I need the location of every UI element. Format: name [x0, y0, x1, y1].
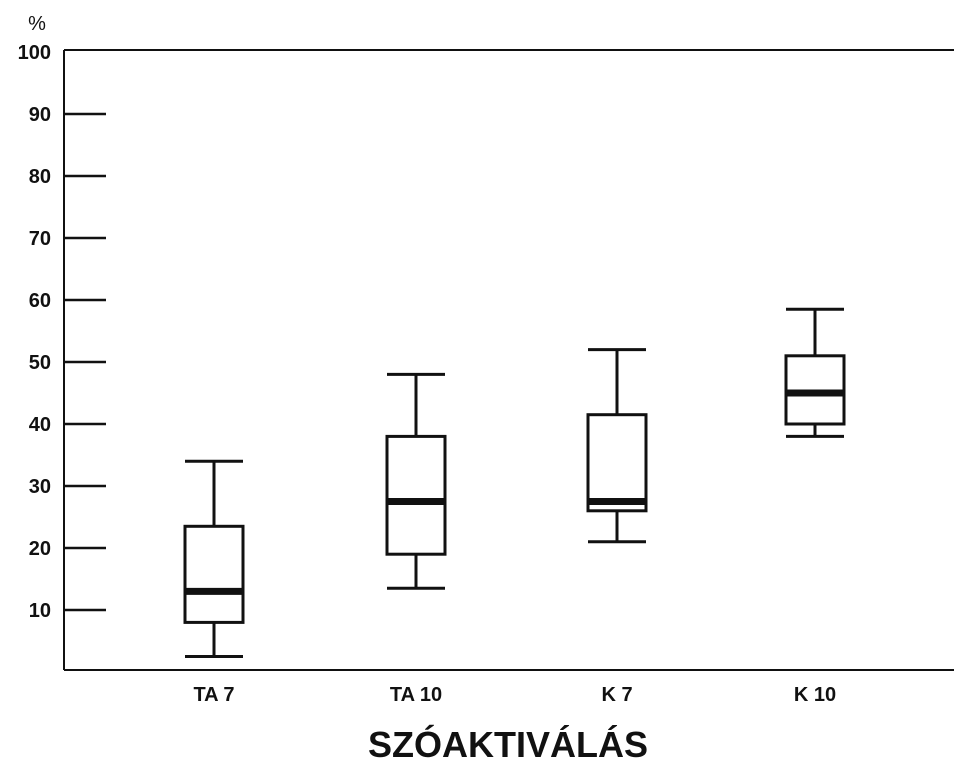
box-k-7: [586, 348, 648, 544]
box-ta-10: [385, 372, 447, 590]
y-axis-unit: %: [28, 13, 46, 35]
y-tick-label: 10: [29, 600, 51, 622]
box-ta-7: [183, 459, 245, 658]
iqr-box: [586, 413, 648, 513]
x-category-label: K 7: [601, 684, 632, 706]
y-tick-label: 50: [29, 352, 51, 374]
x-axis-title: SZÓAKTIVÁLÁS: [368, 723, 648, 765]
y-axis: 10 20 30 40 50 60 70 80 90 100: [18, 42, 106, 622]
iqr-box: [183, 524, 245, 624]
boxes-layer: [183, 307, 846, 658]
y-tick-label: 20: [29, 538, 51, 560]
box-k-10: [784, 307, 846, 438]
y-tick-label: 90: [29, 104, 51, 126]
x-category-label: TA 10: [390, 684, 442, 706]
y-tick-label: 40: [29, 414, 51, 436]
y-tick-label: 100: [18, 42, 51, 64]
plot-frame: [63, 49, 954, 671]
y-tick-label: 30: [29, 476, 51, 498]
x-category-label: TA 7: [193, 684, 234, 706]
x-category-label: K 10: [794, 684, 836, 706]
x-axis-labels: TA 7 TA 10 K 7 K 10: [193, 684, 836, 706]
y-tick-label: 70: [29, 228, 51, 250]
iqr-box: [385, 434, 447, 556]
y-tick-label: 60: [29, 290, 51, 312]
y-tick-label: 80: [29, 166, 51, 188]
